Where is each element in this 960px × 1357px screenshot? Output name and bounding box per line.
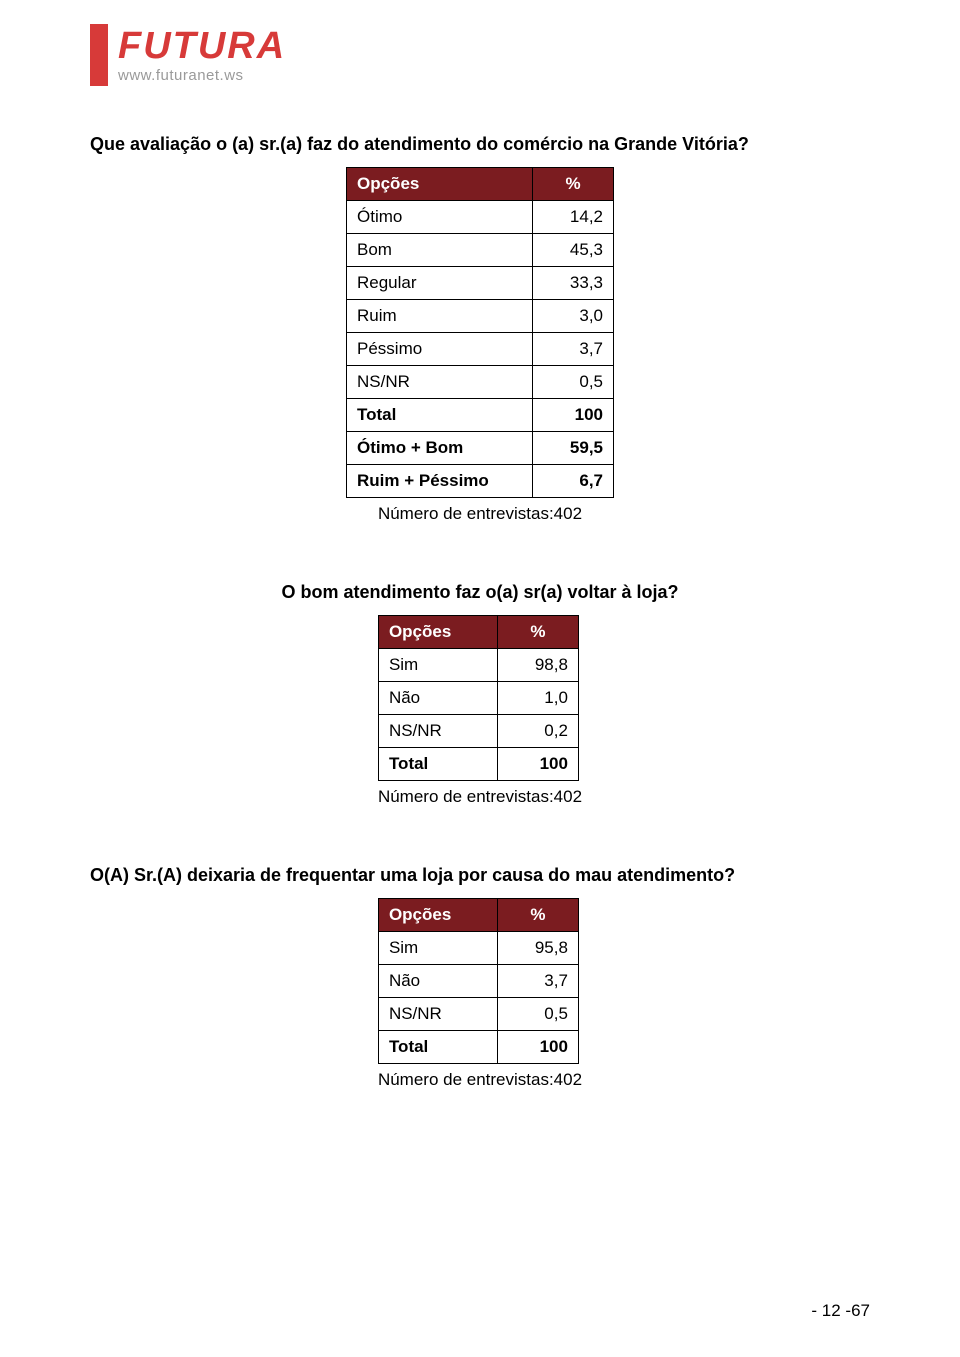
col-header-percent: % [497, 616, 578, 649]
cell-label: Ruim + Péssimo [347, 465, 533, 498]
cell-value: 3,7 [533, 333, 614, 366]
cell-label: Sim [378, 932, 497, 965]
cell-value: 98,8 [497, 649, 578, 682]
col-header-percent: % [497, 899, 578, 932]
question-text: Que avaliação o (a) sr.(a) faz do atendi… [90, 134, 870, 155]
table-row: Ótimo14,2 [347, 201, 614, 234]
question-text: O bom atendimento faz o(a) sr(a) voltar … [90, 582, 870, 603]
question-text: O(A) Sr.(A) deixaria de frequentar uma l… [90, 865, 870, 886]
logo-text-wrap: FUTURA www.futuranet.ws [118, 27, 286, 84]
cell-label: Ótimo [347, 201, 533, 234]
cell-label: Bom [347, 234, 533, 267]
logo-row: FUTURA www.futuranet.ws [90, 24, 870, 86]
cell-value: 100 [497, 748, 578, 781]
table-row: Péssimo3,7 [347, 333, 614, 366]
cell-value: 95,8 [497, 932, 578, 965]
table-header-row: Opções % [378, 899, 578, 932]
table-row: NS/NR0,2 [378, 715, 578, 748]
cell-value: 100 [533, 399, 614, 432]
table-row: Ruim + Péssimo6,7 [347, 465, 614, 498]
cell-value: 59,5 [533, 432, 614, 465]
data-table: Opções % Sim95,8 Não3,7 NS/NR0,5 Total10… [378, 898, 579, 1064]
table-header-row: Opções % [378, 616, 578, 649]
cell-label: Não [378, 965, 497, 998]
col-header-opcoes: Opções [378, 899, 497, 932]
cell-label: Péssimo [347, 333, 533, 366]
table-row: Não3,7 [378, 965, 578, 998]
cell-label: NS/NR [378, 715, 497, 748]
logo-brand: FUTURA [118, 27, 286, 65]
logo-bar-icon [90, 24, 108, 86]
table-and-caption: Opções % Sim98,8 Não1,0 NS/NR0,2 Total10… [378, 615, 582, 807]
section-q3: O(A) Sr.(A) deixaria de frequentar uma l… [90, 865, 870, 1090]
table-row: Total100 [378, 748, 578, 781]
cell-value: 3,0 [533, 300, 614, 333]
table-wrap: Opções % Sim95,8 Não3,7 NS/NR0,5 Total10… [90, 898, 870, 1090]
table-header-row: Opções % [347, 168, 614, 201]
table-and-caption: Opções % Ótimo14,2 Bom45,3 Regular33,3 R… [346, 167, 614, 524]
cell-value: 1,0 [497, 682, 578, 715]
cell-value: 33,3 [533, 267, 614, 300]
table-row: Ruim3,0 [347, 300, 614, 333]
table-and-caption: Opções % Sim95,8 Não3,7 NS/NR0,5 Total10… [378, 898, 582, 1090]
page-number: - 12 -67 [811, 1301, 870, 1321]
cell-value: 0,5 [497, 998, 578, 1031]
cell-label: Ótimo + Bom [347, 432, 533, 465]
table-caption: Número de entrevistas:402 [378, 787, 582, 807]
table-row: Ótimo + Bom59,5 [347, 432, 614, 465]
table-row: Total100 [378, 1031, 578, 1064]
cell-value: 45,3 [533, 234, 614, 267]
cell-label: Regular [347, 267, 533, 300]
logo-url: www.futuranet.ws [118, 67, 286, 84]
data-table: Opções % Sim98,8 Não1,0 NS/NR0,2 Total10… [378, 615, 579, 781]
section-q2: O bom atendimento faz o(a) sr(a) voltar … [90, 582, 870, 807]
table-row: Total100 [347, 399, 614, 432]
table-row: Regular33,3 [347, 267, 614, 300]
cell-value: 100 [497, 1031, 578, 1064]
cell-value: 6,7 [533, 465, 614, 498]
table-wrap: Opções % Ótimo14,2 Bom45,3 Regular33,3 R… [90, 167, 870, 524]
page: FUTURA www.futuranet.ws Que avaliação o … [0, 0, 960, 1090]
table-caption: Número de entrevistas:402 [346, 504, 614, 524]
cell-label: Total [378, 748, 497, 781]
cell-value: 0,5 [533, 366, 614, 399]
cell-label: NS/NR [347, 366, 533, 399]
cell-value: 14,2 [533, 201, 614, 234]
table-caption: Número de entrevistas:402 [378, 1070, 582, 1090]
section-q1: Que avaliação o (a) sr.(a) faz do atendi… [90, 134, 870, 524]
col-header-opcoes: Opções [347, 168, 533, 201]
data-table: Opções % Ótimo14,2 Bom45,3 Regular33,3 R… [346, 167, 614, 498]
table-row: Sim95,8 [378, 932, 578, 965]
table-row: NS/NR0,5 [378, 998, 578, 1031]
cell-label: Total [378, 1031, 497, 1064]
cell-label: Não [378, 682, 497, 715]
cell-label: Sim [378, 649, 497, 682]
table-row: Sim98,8 [378, 649, 578, 682]
cell-label: NS/NR [378, 998, 497, 1031]
cell-value: 0,2 [497, 715, 578, 748]
cell-label: Ruim [347, 300, 533, 333]
table-row: Bom45,3 [347, 234, 614, 267]
cell-value: 3,7 [497, 965, 578, 998]
col-header-percent: % [533, 168, 614, 201]
table-row: Não1,0 [378, 682, 578, 715]
logo-block: FUTURA www.futuranet.ws [90, 24, 870, 86]
col-header-opcoes: Opções [378, 616, 497, 649]
cell-label: Total [347, 399, 533, 432]
table-wrap: Opções % Sim98,8 Não1,0 NS/NR0,2 Total10… [90, 615, 870, 807]
table-row: NS/NR0,5 [347, 366, 614, 399]
